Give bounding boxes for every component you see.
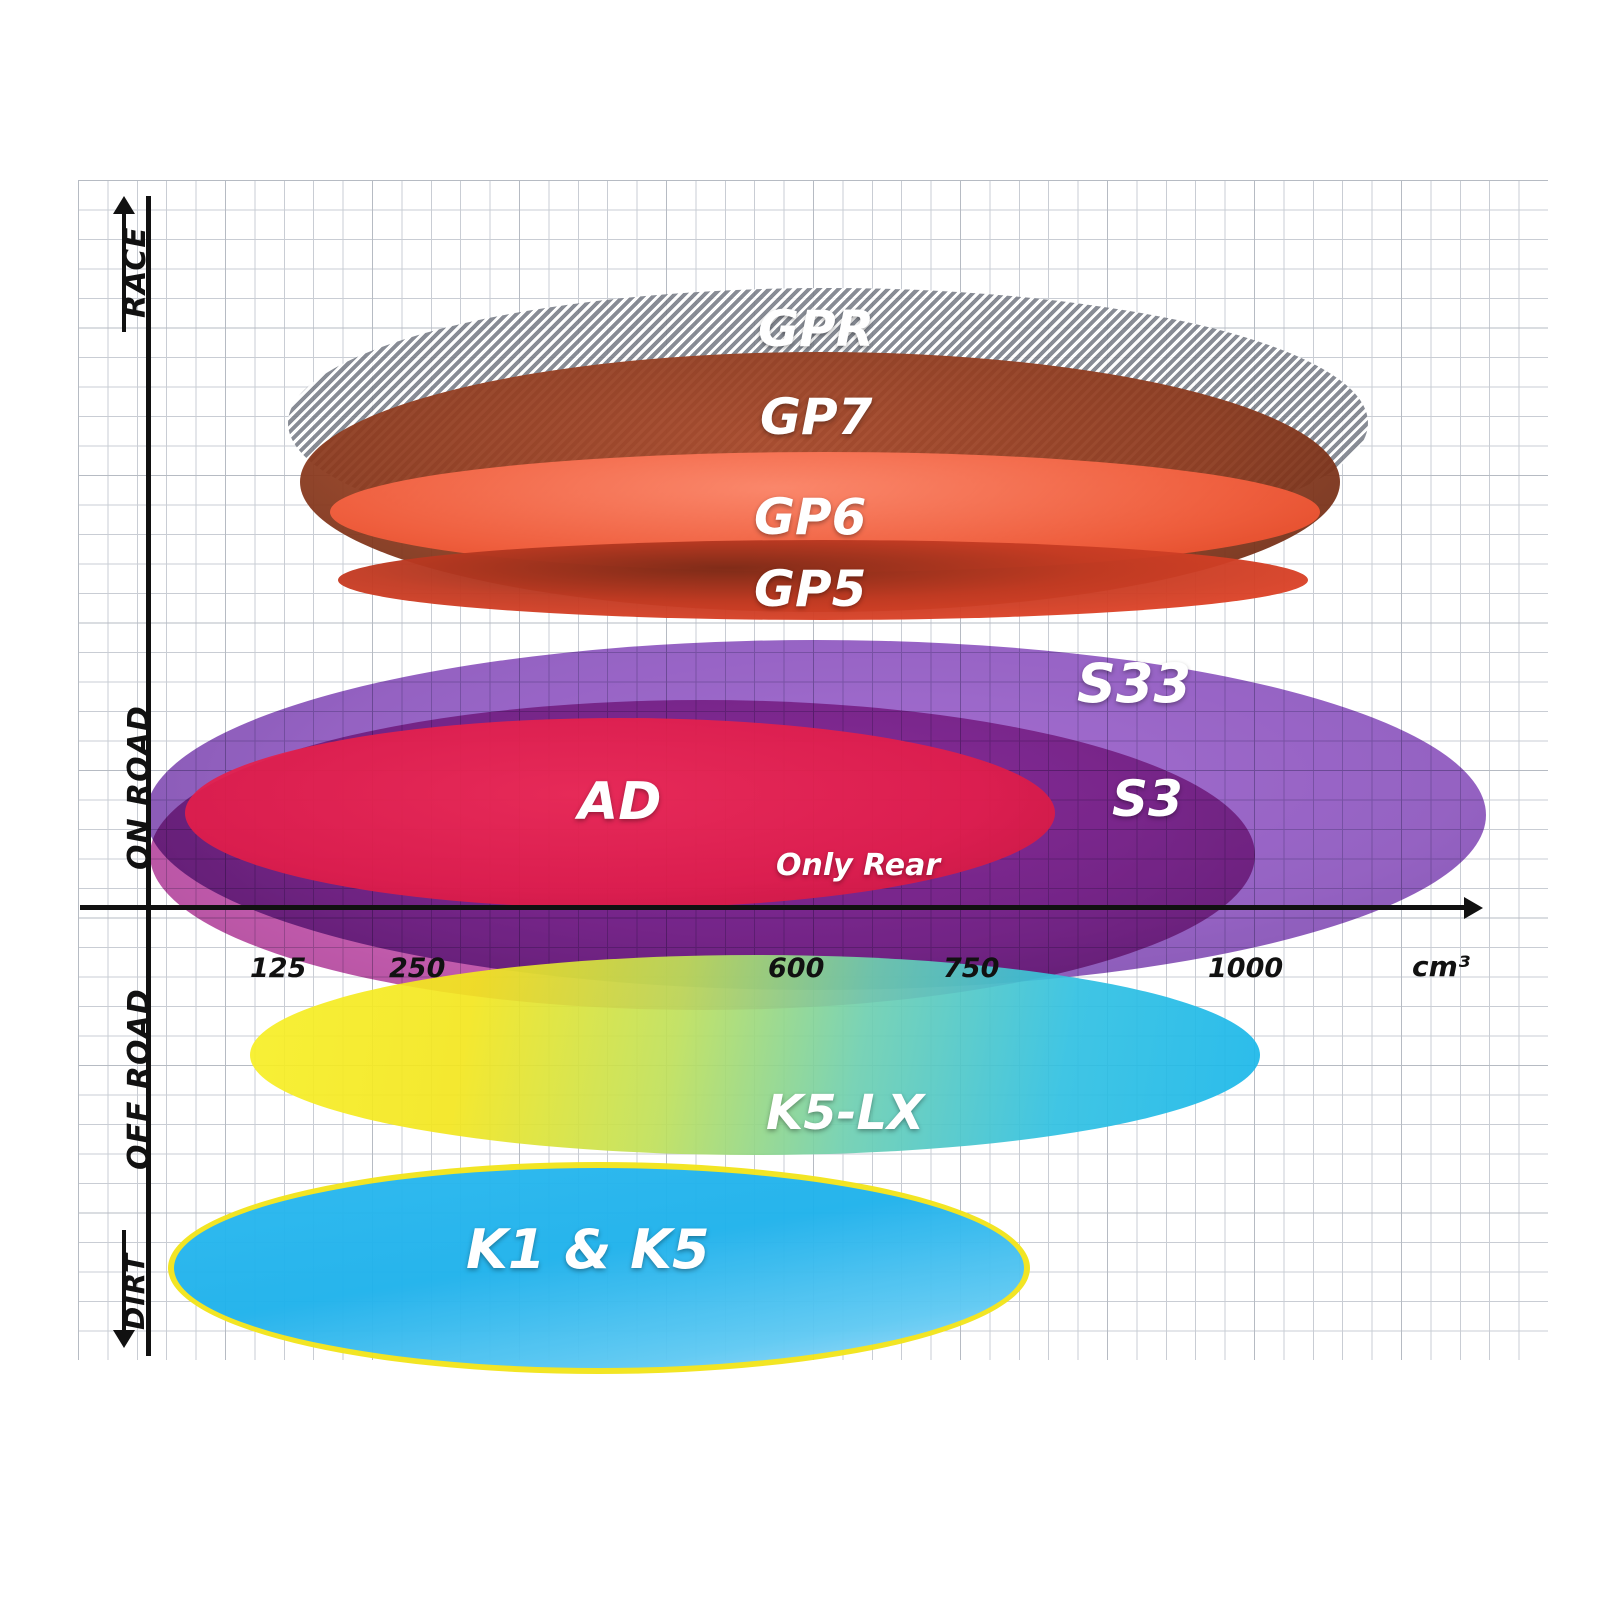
- region-ad: [185, 718, 1055, 908]
- y-axis-arrow-up: [113, 196, 135, 214]
- y-axis-segment-top: [122, 212, 126, 332]
- y-axis-arrow-down: [113, 1330, 135, 1348]
- annotation-only-rear: Only Rear: [776, 848, 941, 883]
- series-label-gp6: GP6: [754, 488, 867, 546]
- series-label-s33: S33: [1077, 652, 1192, 715]
- x-tick-125: 125: [250, 953, 307, 984]
- series-label-k1k5: K1 & K5: [466, 1218, 710, 1281]
- x-tick-600: 600: [768, 953, 825, 984]
- series-label-gp5: GP5: [754, 560, 867, 618]
- y-category-offroad: OFF ROAD: [122, 988, 157, 1170]
- x-axis-unit-label: cm³: [1412, 950, 1471, 983]
- x-tick-750: 750: [943, 953, 1000, 984]
- x-tick-1000: 1000: [1208, 953, 1284, 984]
- x-tick-250: 250: [389, 953, 446, 984]
- y-axis-line: [146, 196, 151, 1356]
- series-label-gp7: GP7: [760, 388, 873, 446]
- y-category-onroad: ON ROAD: [122, 705, 157, 870]
- series-label-s3: S3: [1112, 770, 1183, 828]
- y-category-dirt: DIRT: [118, 1252, 151, 1330]
- x-axis-line: [80, 905, 1470, 910]
- region-k1k5: [168, 1162, 1030, 1374]
- y-category-race: RACE: [118, 226, 153, 318]
- series-label-ad: AD: [578, 772, 662, 832]
- region-gp5: [338, 540, 1308, 620]
- series-label-k5lx: K5-LX: [766, 1085, 925, 1141]
- series-label-gpr: GPR: [758, 300, 875, 358]
- x-axis-arrow: [1464, 897, 1483, 919]
- region-k5lx: [250, 955, 1260, 1155]
- y-axis-segment-bottom: [122, 1230, 126, 1340]
